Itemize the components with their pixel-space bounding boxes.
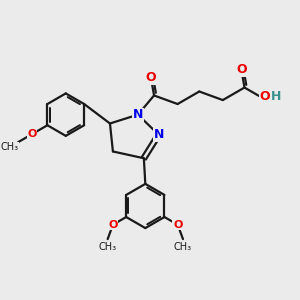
Text: O: O (260, 90, 270, 103)
Text: O: O (27, 129, 37, 139)
Text: O: O (108, 220, 118, 230)
Text: O: O (173, 220, 182, 230)
Text: N: N (133, 108, 143, 121)
Text: O: O (236, 63, 247, 76)
Text: N: N (153, 128, 164, 141)
Text: CH₃: CH₃ (99, 242, 117, 252)
Text: O: O (146, 71, 156, 84)
Text: CH₃: CH₃ (0, 142, 18, 152)
Text: H: H (270, 90, 281, 103)
Text: CH₃: CH₃ (174, 242, 192, 252)
